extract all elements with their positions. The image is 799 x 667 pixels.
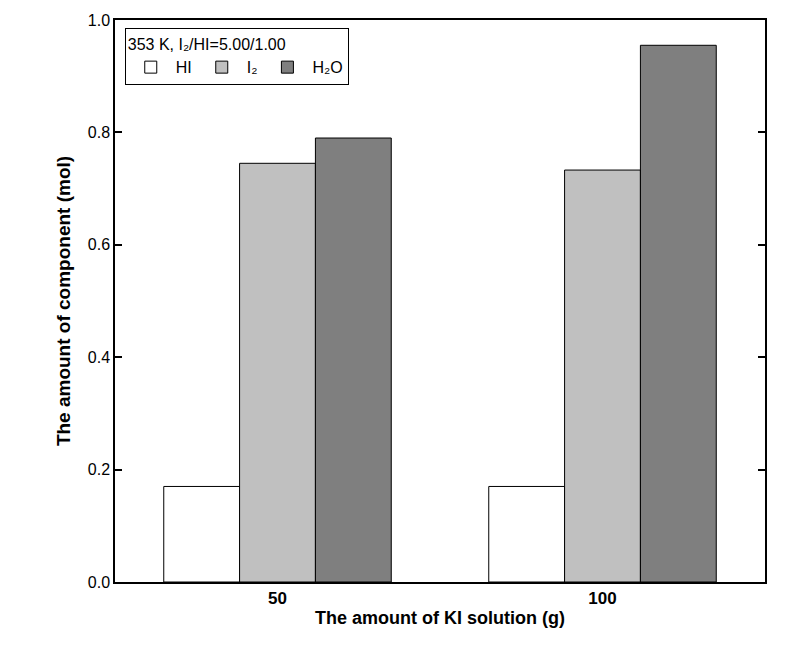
svg-text:1.0: 1.0 <box>88 12 110 29</box>
svg-text:0.2: 0.2 <box>88 461 110 478</box>
svg-text:I₂: I₂ <box>247 59 258 76</box>
svg-text:0.6: 0.6 <box>88 236 110 253</box>
svg-text:50: 50 <box>268 589 287 608</box>
svg-text:The amount of KI solution (g): The amount of KI solution (g) <box>315 608 565 628</box>
svg-text:353 K, I₂/HI=5.00/1.00: 353 K, I₂/HI=5.00/1.00 <box>128 36 286 53</box>
svg-text:HI: HI <box>176 59 192 76</box>
svg-text:The amount of component (mol): The amount of component (mol) <box>53 156 74 446</box>
svg-text:0.8: 0.8 <box>88 124 110 141</box>
svg-text:100: 100 <box>588 589 616 608</box>
svg-text:0.0: 0.0 <box>88 574 110 591</box>
svg-text:H₂O: H₂O <box>312 59 342 76</box>
svg-text:0.4: 0.4 <box>88 349 110 366</box>
